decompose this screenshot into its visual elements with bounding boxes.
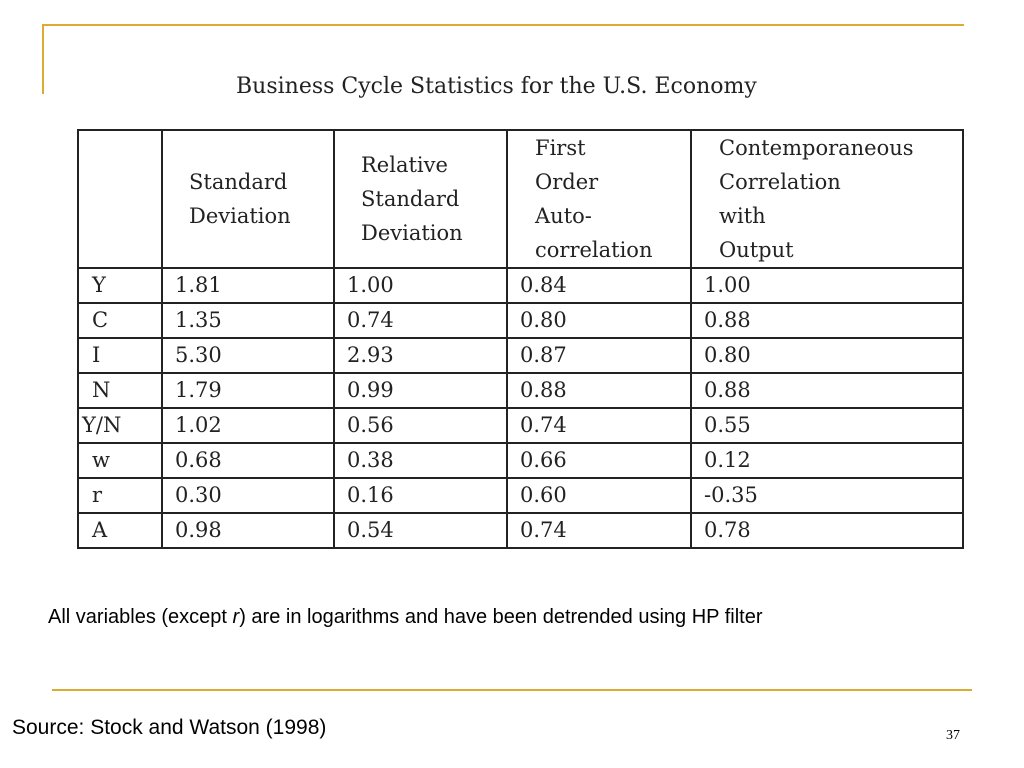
row-variable: A	[77, 512, 163, 549]
table-header-row: Standard Deviation Relative Standard Dev…	[77, 129, 964, 269]
header-line: Auto-	[535, 204, 592, 228]
header-line: Correlation	[719, 170, 841, 194]
cell-standard-deviation: 1.02	[161, 407, 335, 444]
cell-autocorrelation: 0.74	[506, 512, 692, 549]
cell-standard-deviation: 1.79	[161, 372, 335, 409]
cell-correlation-with-output: 0.88	[690, 302, 964, 339]
cell-autocorrelation: 0.60	[506, 477, 692, 514]
table-row: Y 1.81 1.00 0.84 1.00	[77, 267, 964, 304]
row-variable: r	[77, 477, 163, 514]
header-contemporaneous-correlation: Contemporaneous Correlation with Output	[690, 129, 964, 269]
left-accent-line	[42, 24, 44, 94]
cell-standard-deviation: 5.30	[161, 337, 335, 374]
cell-relative-standard-deviation: 2.93	[333, 337, 508, 374]
cell-relative-standard-deviation: 0.56	[333, 407, 508, 444]
header-standard-deviation: Standard Deviation	[161, 129, 335, 269]
table-row: r 0.30 0.16 0.60 -0.35	[77, 477, 964, 514]
cell-correlation-with-output: 0.80	[690, 337, 964, 374]
cell-autocorrelation: 0.80	[506, 302, 692, 339]
cell-correlation-with-output: 0.55	[690, 407, 964, 444]
cell-correlation-with-output: 0.88	[690, 372, 964, 409]
header-line: Standard	[361, 187, 460, 211]
cell-standard-deviation: 0.68	[161, 442, 335, 479]
bottom-accent-line	[52, 689, 972, 691]
row-variable: I	[77, 337, 163, 374]
header-line: Relative	[361, 153, 448, 177]
row-variable: C	[77, 302, 163, 339]
header-line: First	[535, 136, 586, 160]
header-line: Contemporaneous	[719, 136, 914, 160]
row-variable: w	[77, 442, 163, 479]
cell-autocorrelation: 0.74	[506, 407, 692, 444]
table-row: w 0.68 0.38 0.66 0.12	[77, 442, 964, 479]
cell-correlation-with-output: 1.00	[690, 267, 964, 304]
header-line: Order	[535, 170, 599, 194]
cell-correlation-with-output: 0.12	[690, 442, 964, 479]
cell-standard-deviation: 0.30	[161, 477, 335, 514]
header-line: Deviation	[361, 221, 463, 245]
note-variable-r: r	[232, 606, 240, 628]
cell-relative-standard-deviation: 0.38	[333, 442, 508, 479]
table-row: N 1.79 0.99 0.88 0.88	[77, 372, 964, 409]
row-variable: Y	[77, 267, 163, 304]
source-citation: Source: Stock and Watson (1998)	[12, 716, 327, 739]
note-prefix: All variables (except	[48, 606, 233, 628]
row-variable: N	[77, 372, 163, 409]
top-accent-line	[42, 24, 964, 26]
header-line: Deviation	[189, 204, 291, 228]
table-title: Business Cycle Statistics for the U.S. E…	[236, 74, 757, 99]
header-relative-standard-deviation: Relative Standard Deviation	[333, 129, 508, 269]
table-row: A 0.98 0.54 0.74 0.78	[77, 512, 964, 549]
header-line: with	[719, 204, 766, 228]
table-row: C 1.35 0.74 0.80 0.88	[77, 302, 964, 339]
cell-autocorrelation: 0.88	[506, 372, 692, 409]
cell-standard-deviation: 1.35	[161, 302, 335, 339]
cell-correlation-with-output: 0.78	[690, 512, 964, 549]
cell-autocorrelation: 0.87	[506, 337, 692, 374]
header-first-order-autocorrelation: First Order Auto- correlation	[506, 129, 692, 269]
cell-relative-standard-deviation: 0.54	[333, 512, 508, 549]
note-suffix: ) are in logarithms and have been detren…	[239, 606, 763, 628]
cell-relative-standard-deviation: 1.00	[333, 267, 508, 304]
cell-relative-standard-deviation: 0.74	[333, 302, 508, 339]
header-line: Output	[719, 238, 794, 262]
cell-relative-standard-deviation: 0.16	[333, 477, 508, 514]
table-row: Y/N 1.02 0.56 0.74 0.55	[77, 407, 964, 444]
detrending-note: All variables (except r) are in logarith…	[48, 606, 762, 629]
header-line: correlation	[535, 238, 653, 262]
cell-autocorrelation: 0.66	[506, 442, 692, 479]
row-variable: Y/N	[77, 407, 163, 444]
header-variable	[77, 129, 163, 269]
header-line: Standard	[189, 170, 288, 194]
table-row: I 5.30 2.93 0.87 0.80	[77, 337, 964, 374]
business-cycle-table: Standard Deviation Relative Standard Dev…	[77, 129, 964, 549]
cell-correlation-with-output: -0.35	[690, 477, 964, 514]
cell-standard-deviation: 1.81	[161, 267, 335, 304]
page-number: 37	[946, 728, 960, 743]
cell-relative-standard-deviation: 0.99	[333, 372, 508, 409]
cell-standard-deviation: 0.98	[161, 512, 335, 549]
cell-autocorrelation: 0.84	[506, 267, 692, 304]
